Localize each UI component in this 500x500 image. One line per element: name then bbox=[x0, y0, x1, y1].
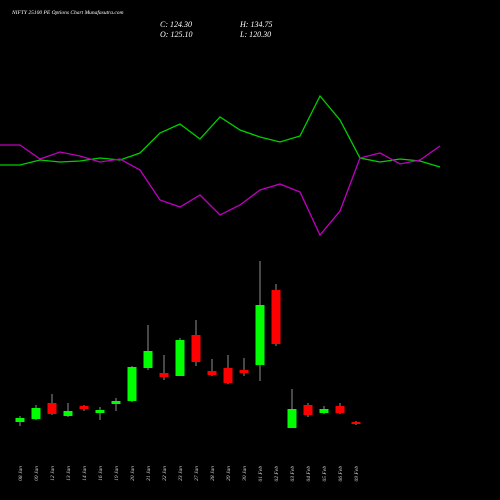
chart-title: NIFTY 25100 PE Options Chart Munafasutra… bbox=[11, 9, 124, 16]
x-tick-label: 05 Feb bbox=[322, 466, 328, 482]
candle-body bbox=[207, 371, 217, 375]
candle-body bbox=[287, 409, 297, 428]
candle-body bbox=[79, 406, 89, 409]
candle-body bbox=[111, 401, 121, 404]
candle-body bbox=[319, 409, 329, 413]
x-tick-label: 04 Feb bbox=[305, 466, 312, 482]
candle-body bbox=[303, 405, 313, 415]
x-tick-label: 30 Jan bbox=[242, 466, 248, 482]
candle-body bbox=[255, 305, 265, 365]
candle-body bbox=[335, 406, 345, 413]
candle-body bbox=[223, 368, 233, 383]
x-tick-label: 29 Jan bbox=[226, 466, 232, 481]
x-tick-label: 20 Jan bbox=[130, 466, 136, 481]
x-tick-label: 03 Feb bbox=[290, 466, 296, 482]
candle-body bbox=[143, 351, 153, 368]
candle-body bbox=[159, 373, 169, 377]
x-tick-label: 08 Jan bbox=[18, 466, 24, 481]
x-tick-label: 14 Jan bbox=[81, 466, 88, 481]
candle-body bbox=[191, 335, 201, 362]
indicator-line bbox=[0, 144, 441, 237]
high-label: H: 134.75 bbox=[239, 20, 272, 29]
indicator-line bbox=[0, 94, 441, 168]
close-label: C: 124.30 bbox=[160, 20, 192, 29]
x-tick-label: 13 Jan bbox=[66, 466, 72, 481]
x-tick-label: 16 Jan bbox=[98, 466, 104, 481]
candle-body bbox=[15, 418, 25, 422]
candle-body bbox=[175, 340, 185, 376]
x-tick-label: 27 Jan bbox=[194, 466, 200, 481]
x-tick-label: 19 Jan bbox=[114, 466, 120, 481]
x-tick-label: 21 Jan bbox=[146, 466, 152, 481]
candle-body bbox=[31, 408, 41, 419]
low-label: L: 120.30 bbox=[239, 30, 271, 39]
x-tick-label: 12 Jan bbox=[50, 466, 56, 481]
x-tick-label: 22 Jan bbox=[162, 466, 168, 481]
x-tick-label: 06 Feb bbox=[338, 466, 344, 482]
x-tick-label: 02 Feb bbox=[274, 466, 280, 482]
candle-body bbox=[47, 403, 57, 414]
candle-body bbox=[271, 290, 281, 344]
candle-body bbox=[63, 411, 73, 416]
candle-body bbox=[351, 422, 361, 424]
open-label: O: 125.10 bbox=[160, 30, 192, 39]
x-tick-label: 01 Feb bbox=[258, 466, 264, 482]
candle-body bbox=[127, 367, 137, 401]
x-tick-label: 23 Jan bbox=[178, 466, 184, 481]
x-tick-label: 28 Jan bbox=[210, 466, 216, 481]
x-tick-label: 09 Feb bbox=[354, 466, 360, 482]
candle-body bbox=[239, 370, 249, 373]
x-tick-label: 09 Jan bbox=[34, 466, 40, 481]
candle-body bbox=[95, 410, 105, 413]
